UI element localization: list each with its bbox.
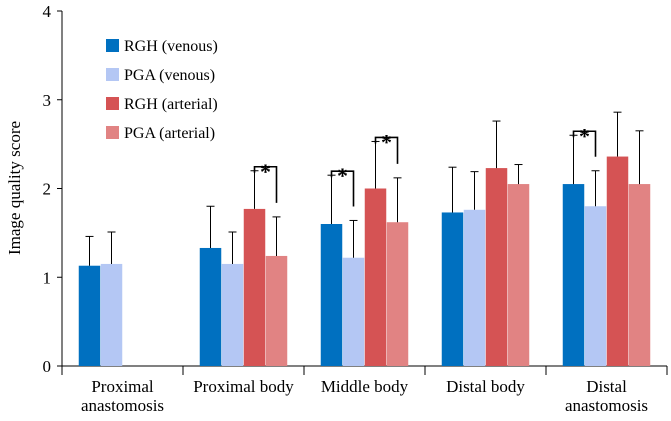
legend: RGH (venous) PGA (venous) RGH (arterial) PG… [106, 38, 218, 142]
significance-label: * [579, 123, 590, 148]
legend-swatch [106, 68, 119, 81]
bar [100, 263, 123, 366]
bar [364, 188, 387, 366]
legend-swatch [106, 126, 119, 139]
bar [507, 184, 530, 366]
x-tick-label: Distal body [446, 377, 525, 396]
significance-label: * [337, 163, 348, 188]
y-tick-label: 1 [43, 268, 52, 287]
legend-label: PGA (arterial) [124, 125, 215, 142]
y-axis-label: Image quality score [5, 121, 24, 255]
bar [243, 208, 266, 366]
bar [386, 222, 409, 366]
bar [441, 212, 464, 366]
bar [199, 247, 222, 366]
y-tick-label: 0 [43, 357, 52, 376]
x-tick-label: anastomosis [81, 396, 164, 415]
legend-label: PGA (venous) [124, 67, 215, 84]
bar [584, 206, 607, 366]
y-tick-label: 3 [43, 91, 52, 110]
bar [606, 156, 629, 366]
bar [265, 255, 288, 366]
bar [78, 265, 101, 366]
x-tick-label: Middle body [321, 377, 409, 396]
bar [562, 184, 585, 366]
legend-label: RGH (venous) [124, 38, 218, 55]
significance-bracket [374, 136, 399, 164]
bar [463, 209, 486, 366]
bar [485, 168, 508, 366]
bar [342, 257, 365, 366]
legend-label: RGH (arterial) [124, 96, 218, 113]
significance-bracket [572, 130, 597, 157]
x-tick-label: Proximal body [193, 377, 294, 396]
significance-bracket [330, 170, 355, 207]
bar [320, 224, 343, 366]
significance-bracket [253, 165, 278, 203]
x-tick-label: anastomosis [565, 396, 648, 415]
legend-swatch [106, 97, 119, 110]
x-tick-label: Proximal [91, 377, 154, 396]
y-tick-label: 4 [43, 2, 52, 21]
significance-label: * [260, 159, 271, 184]
bar [221, 263, 244, 366]
significance-label: * [381, 129, 392, 154]
x-tick-label: Distal [586, 377, 627, 396]
y-tick-label: 2 [43, 180, 52, 199]
legend-swatch [106, 39, 119, 52]
bar [628, 184, 651, 366]
